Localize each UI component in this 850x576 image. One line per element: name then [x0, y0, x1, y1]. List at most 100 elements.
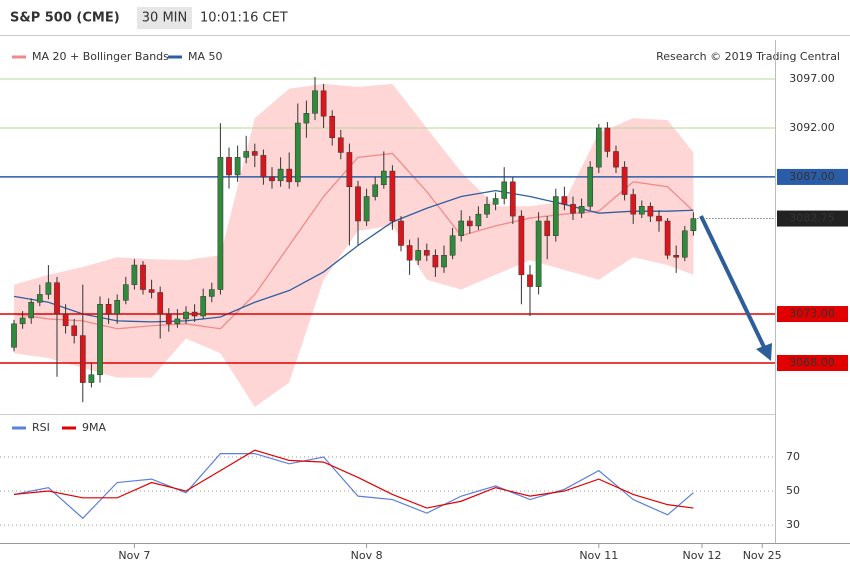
candle-body: [88, 374, 95, 383]
candle-body: [140, 264, 146, 290]
candle-body: [363, 196, 370, 222]
candle-body: [105, 303, 112, 315]
projection-arrow: [699, 215, 772, 361]
candle-body: [294, 122, 301, 183]
level-label-box: [777, 354, 848, 371]
candle-body: [226, 157, 232, 176]
candle-body: [277, 168, 284, 182]
candle-body: [570, 204, 576, 214]
candle-body: [71, 325, 78, 336]
rsi-line: [13, 449, 694, 509]
candle-body: [372, 184, 379, 197]
candle-body: [200, 296, 207, 317]
candle-body: [286, 168, 293, 183]
candle-body: [97, 303, 103, 375]
x-tick-label: Nov 7: [118, 549, 150, 562]
y-tick-label: 70: [786, 450, 800, 463]
bollinger-band: [14, 83, 694, 408]
candle-body: [423, 250, 430, 256]
candle-body: [45, 282, 52, 295]
level-label: 3068.00: [789, 356, 835, 369]
candle-body: [527, 274, 533, 287]
candle-body: [664, 220, 671, 256]
candle-body: [11, 323, 17, 348]
candle-body: [243, 151, 250, 158]
candle-body: [441, 255, 447, 268]
candle-body: [613, 151, 619, 168]
candle-body: [484, 204, 490, 215]
candle-body: [595, 127, 602, 168]
legend-label: MA 20 + Bollinger Bands: [32, 50, 169, 63]
candle-body: [320, 90, 327, 117]
candle-body: [131, 264, 138, 285]
level-label: 3092.00: [789, 121, 835, 134]
candle-body: [630, 194, 637, 215]
candle-body: [303, 113, 310, 124]
candle-body: [449, 235, 456, 256]
candle-body: [234, 157, 241, 176]
candle-body: [673, 255, 680, 258]
candle-body: [122, 284, 129, 301]
candle-body: [561, 196, 568, 205]
x-tick-label: Nov 8: [351, 549, 383, 562]
candle-body: [656, 215, 662, 222]
candle-body: [681, 230, 688, 258]
candle-body: [544, 220, 551, 236]
candle-body: [492, 198, 499, 205]
level-label-box: [777, 168, 848, 185]
candle-body: [174, 318, 181, 325]
candle-body: [509, 181, 516, 217]
candle-body: [587, 166, 594, 207]
candle-body: [415, 250, 422, 261]
interval-box: [137, 7, 192, 29]
candle-body: [79, 335, 86, 383]
candle-body: [54, 282, 60, 315]
candle-body: [501, 181, 508, 199]
x-tick-label: Nov 25: [743, 549, 782, 562]
candle-body: [148, 289, 155, 293]
legend-label: 9MA: [82, 421, 106, 434]
candle-body: [458, 220, 465, 236]
candle-body: [62, 313, 69, 327]
interval: 30 MIN: [142, 11, 187, 26]
candle-body: [191, 311, 198, 317]
ma-line: [13, 152, 694, 330]
candle-body: [398, 220, 404, 246]
candle-body: [647, 206, 654, 217]
candle-body: [157, 292, 164, 315]
candle-body: [475, 213, 482, 227]
level-label-box: [777, 210, 848, 227]
candle-body: [380, 170, 387, 186]
x-tick-label: Nov 11: [579, 549, 618, 562]
rsi-line: [13, 452, 694, 520]
candle-body: [621, 166, 628, 195]
time: 10:01:16 CET: [200, 11, 288, 26]
legend-label: MA 50: [188, 50, 223, 63]
candle-body: [329, 115, 336, 139]
candle-body: [208, 289, 215, 297]
candle-body: [19, 317, 26, 325]
candle-body: [690, 218, 697, 232]
candle-body: [36, 294, 43, 303]
candle-body: [638, 206, 645, 215]
arrow-head: [756, 343, 772, 361]
candle-body: [389, 170, 396, 222]
candle-body: [578, 206, 585, 214]
candle-body: [165, 313, 172, 325]
level-label: 3097.00: [789, 72, 835, 85]
level-label: 3073.00: [789, 307, 835, 320]
candle-body: [217, 157, 224, 290]
candle-body: [432, 255, 439, 268]
candle-body: [535, 220, 542, 287]
candle-body: [346, 152, 353, 187]
level-label: 3082.75: [789, 212, 835, 225]
candle-body: [251, 151, 258, 156]
chart-title: S&P 500 (CME): [10, 11, 120, 26]
y-tick-label: 50: [786, 484, 800, 497]
candle-body: [604, 127, 611, 152]
legend-label: RSI: [32, 421, 50, 434]
credit: Research © 2019 Trading Central: [656, 50, 840, 63]
candle-body: [183, 311, 189, 320]
candle-body: [518, 215, 525, 276]
